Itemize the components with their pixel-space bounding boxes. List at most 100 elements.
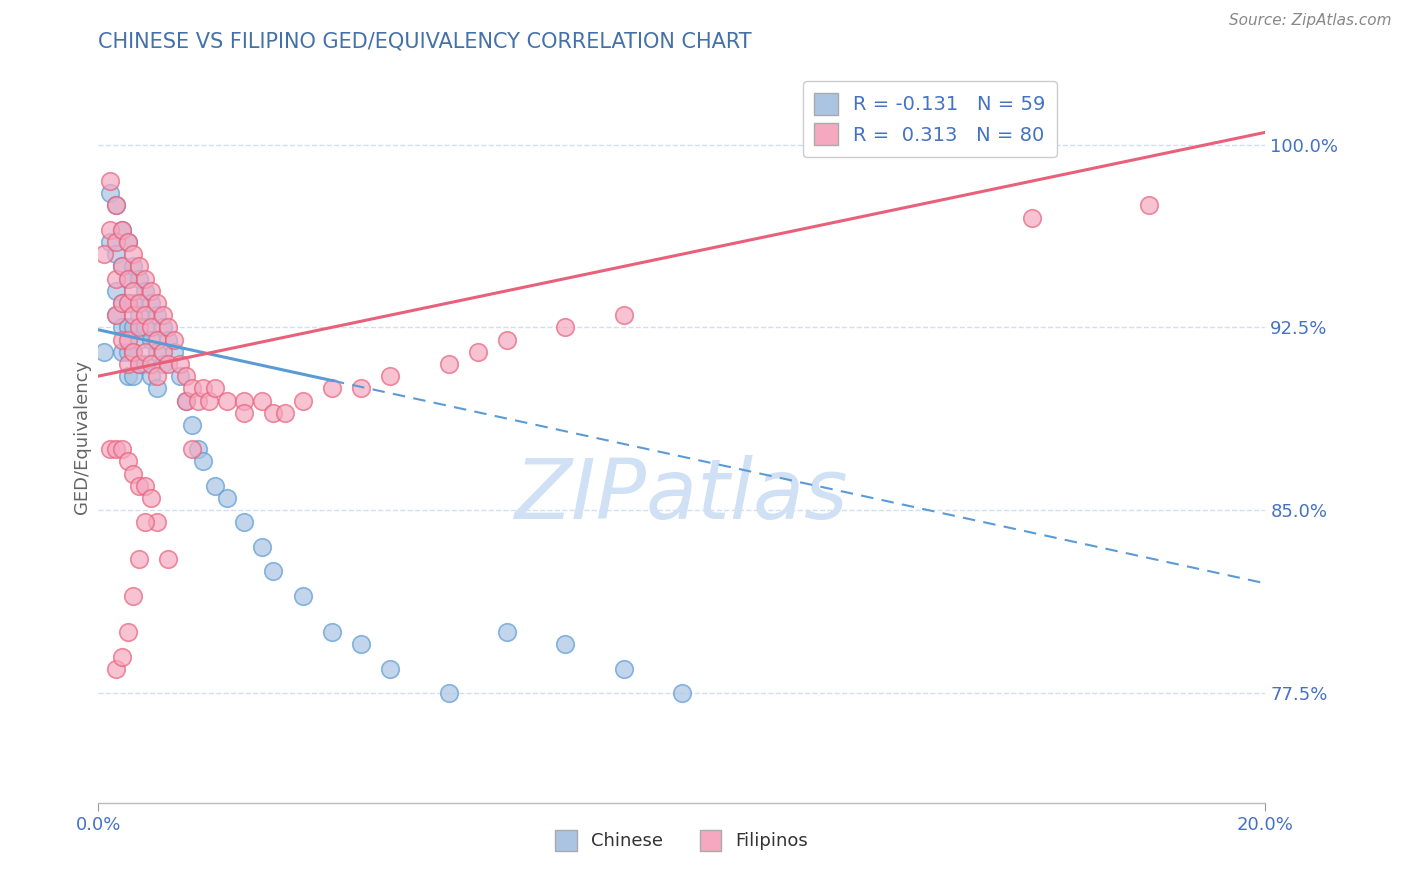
Point [1021,211,1043,225]
Point [233,393,256,408]
Point [128,357,150,371]
Point [134,284,156,298]
Point [122,467,145,481]
Point [128,357,150,371]
Point [104,198,127,212]
Point [122,308,145,322]
Point [122,284,145,298]
Point [117,357,139,371]
Point [262,564,284,578]
Point [554,637,576,651]
Point [111,344,134,359]
Point [274,406,297,420]
Point [117,271,139,285]
Point [98,235,121,249]
Point [139,296,162,310]
Point [139,284,162,298]
Point [104,442,127,457]
Point [134,344,156,359]
Point [174,393,197,408]
Point [117,333,139,347]
Point [187,442,209,457]
Point [117,271,139,285]
Point [104,235,127,249]
Point [146,344,169,359]
Text: CHINESE VS FILIPINO GED/EQUIVALENCY CORRELATION CHART: CHINESE VS FILIPINO GED/EQUIVALENCY CORR… [98,31,752,51]
Y-axis label: GED/Equivalency: GED/Equivalency [73,360,91,514]
Point [111,333,134,347]
Point [93,247,115,261]
Point [98,223,121,237]
Point [104,247,127,261]
Point [193,454,215,468]
Point [152,320,174,334]
Point [1137,198,1160,212]
Point [152,344,174,359]
Point [139,333,162,347]
Legend: Chinese, Filipinos: Chinese, Filipinos [547,821,817,860]
Point [139,357,162,371]
Point [128,552,150,566]
Point [117,369,139,384]
Point [122,344,145,359]
Point [291,589,314,603]
Point [104,308,127,322]
Point [111,442,134,457]
Point [122,369,145,384]
Point [93,344,115,359]
Point [117,454,139,468]
Point [134,320,156,334]
Point [134,479,156,493]
Point [146,296,169,310]
Point [146,516,169,530]
Point [157,320,180,334]
Point [554,320,576,334]
Point [180,417,202,432]
Point [612,308,634,322]
Point [134,271,156,285]
Point [169,357,191,371]
Point [117,235,139,249]
Point [122,320,145,334]
Point [128,479,150,493]
Point [111,296,134,310]
Point [146,381,169,395]
Point [139,491,162,505]
Point [122,260,145,274]
Point [139,320,162,334]
Point [128,296,150,310]
Point [104,662,127,676]
Point [380,369,402,384]
Point [437,686,460,700]
Point [134,357,156,371]
Point [250,540,273,554]
Point [163,344,186,359]
Point [321,381,343,395]
Point [215,491,238,505]
Point [233,406,256,420]
Point [157,333,180,347]
Point [157,552,180,566]
Point [104,284,127,298]
Point [233,516,256,530]
Point [122,296,145,310]
Point [117,235,139,249]
Point [146,333,169,347]
Point [104,271,127,285]
Point [122,589,145,603]
Point [117,320,139,334]
Point [174,369,197,384]
Point [198,393,221,408]
Point [437,357,460,371]
Point [128,308,150,322]
Point [174,393,197,408]
Point [146,308,169,322]
Point [204,479,226,493]
Point [350,381,373,395]
Point [111,260,134,274]
Point [496,625,519,640]
Point [169,369,191,384]
Point [104,198,127,212]
Point [250,393,273,408]
Point [180,381,202,395]
